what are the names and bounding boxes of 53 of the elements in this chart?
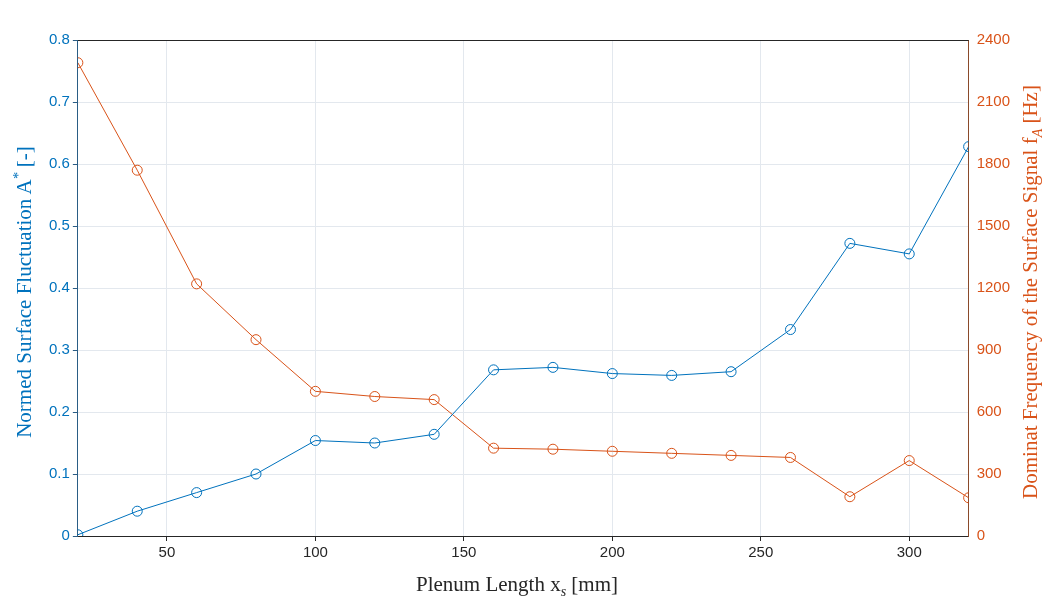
point bbox=[725, 449, 737, 461]
y2-tick-label: 0 bbox=[976, 526, 985, 544]
y-tick-label: 0.8 bbox=[48, 30, 70, 48]
point bbox=[784, 324, 796, 336]
point bbox=[131, 164, 143, 176]
point bbox=[369, 437, 381, 449]
point bbox=[191, 487, 203, 499]
point bbox=[250, 468, 262, 480]
point bbox=[428, 394, 440, 406]
point bbox=[903, 455, 915, 467]
point bbox=[547, 443, 559, 455]
y2-tick-label: 1800 bbox=[976, 154, 1011, 172]
y-tick-label: 0.7 bbox=[48, 92, 70, 110]
y-tick-label: 0.2 bbox=[48, 402, 70, 420]
point bbox=[844, 491, 856, 503]
point bbox=[784, 451, 796, 463]
point bbox=[309, 435, 321, 447]
x-tick-label: 50 bbox=[158, 543, 176, 561]
point bbox=[903, 248, 915, 260]
point bbox=[725, 366, 737, 378]
x-tick-label: 200 bbox=[599, 543, 625, 561]
y-tick-label: 0.1 bbox=[48, 464, 70, 482]
x-tick-label: 150 bbox=[451, 543, 477, 561]
x-tick-label: 250 bbox=[748, 543, 774, 561]
y2-tick-label: 2100 bbox=[976, 92, 1011, 110]
y2-tick-label: 2400 bbox=[976, 30, 1011, 48]
y2-tick-label: 1500 bbox=[976, 216, 1011, 234]
y2-tick-label: 900 bbox=[976, 340, 1002, 358]
y-tick-label: 0.4 bbox=[48, 278, 70, 296]
y2-tick-label: 1200 bbox=[976, 278, 1011, 296]
y2-tick-label: 600 bbox=[976, 402, 1002, 420]
point bbox=[488, 442, 500, 454]
point bbox=[428, 428, 440, 440]
point bbox=[191, 278, 203, 290]
y-tick-label: 0 bbox=[61, 526, 70, 544]
x-tick-label: 100 bbox=[302, 543, 328, 561]
point bbox=[666, 447, 678, 459]
x-tick-label: 300 bbox=[896, 543, 922, 561]
point bbox=[488, 364, 500, 376]
y2-tick-label: 300 bbox=[976, 464, 1002, 482]
point bbox=[547, 361, 559, 373]
point bbox=[369, 391, 381, 402]
point bbox=[606, 368, 618, 380]
point bbox=[250, 334, 262, 346]
point bbox=[131, 505, 143, 517]
point bbox=[666, 369, 678, 381]
x-axis-title: Plenum Length x$_{s}$ [mm] bbox=[415, 571, 619, 601]
y-tick-label: 0.3 bbox=[48, 340, 70, 358]
y-tick-label: 0.5 bbox=[48, 216, 70, 234]
y-tick-label: 0.6 bbox=[48, 154, 70, 172]
point bbox=[606, 445, 618, 457]
point bbox=[844, 237, 856, 249]
point bbox=[309, 385, 321, 397]
